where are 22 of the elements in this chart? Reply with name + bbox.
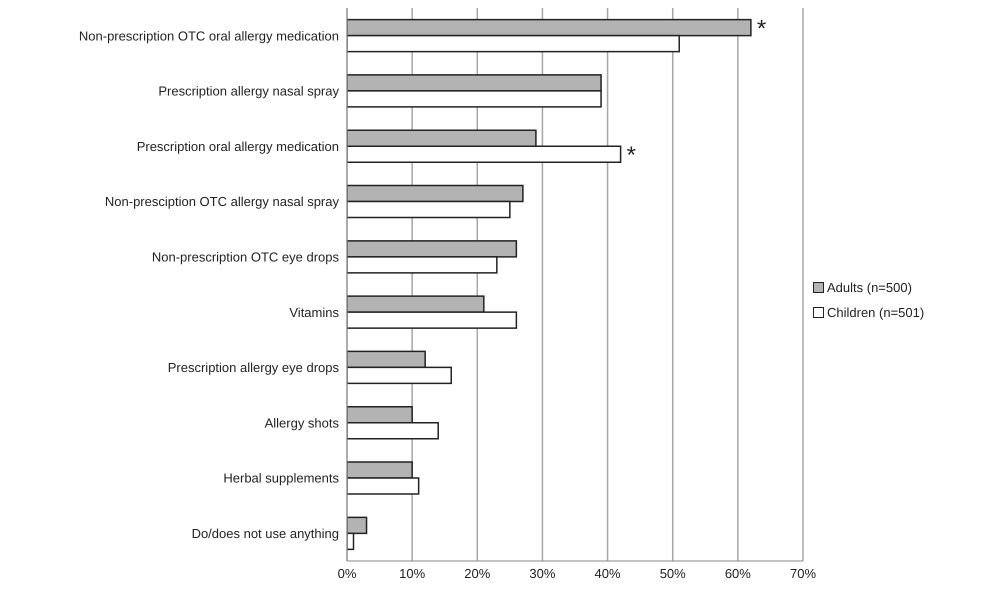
y-tick-label: Allergy shots [264,415,340,430]
x-tick-label: 70% [790,566,816,582]
x-tick-label: 50% [660,566,686,582]
legend-label: Children (n=501) [827,304,924,320]
y-tick-label: Vitamins [289,304,340,320]
legend-label: Adults (n=500) [827,280,912,294]
y-tick-label: Non-prescription OTC eye drops [152,249,340,264]
annotation: * [756,16,766,43]
x-tick-label: 60% [724,566,752,582]
y-tick-label: Prescription oral allergy medication [136,138,339,154]
x-tick-label: 40% [594,566,622,582]
y-tick-label: Non-prescription OTC oral allergy medication [78,28,339,44]
annotation: * [626,142,636,170]
y-tick-label: Prescription allergy nasal spray [158,84,340,99]
x-tick-label: 30% [529,566,556,582]
y-tick-label: Prescription allergy eye drops [168,360,340,376]
x-tick-label: 0% [338,566,357,582]
x-tick-label: 20% [464,566,491,582]
y-tick-label: Herbal supplements [223,470,340,486]
y-tick-label: Non-presciption OTC allergy nasal spray [104,194,340,210]
y-tick-label: Do/does not use anything [192,526,339,541]
x-tick-label: 10% [399,566,426,582]
